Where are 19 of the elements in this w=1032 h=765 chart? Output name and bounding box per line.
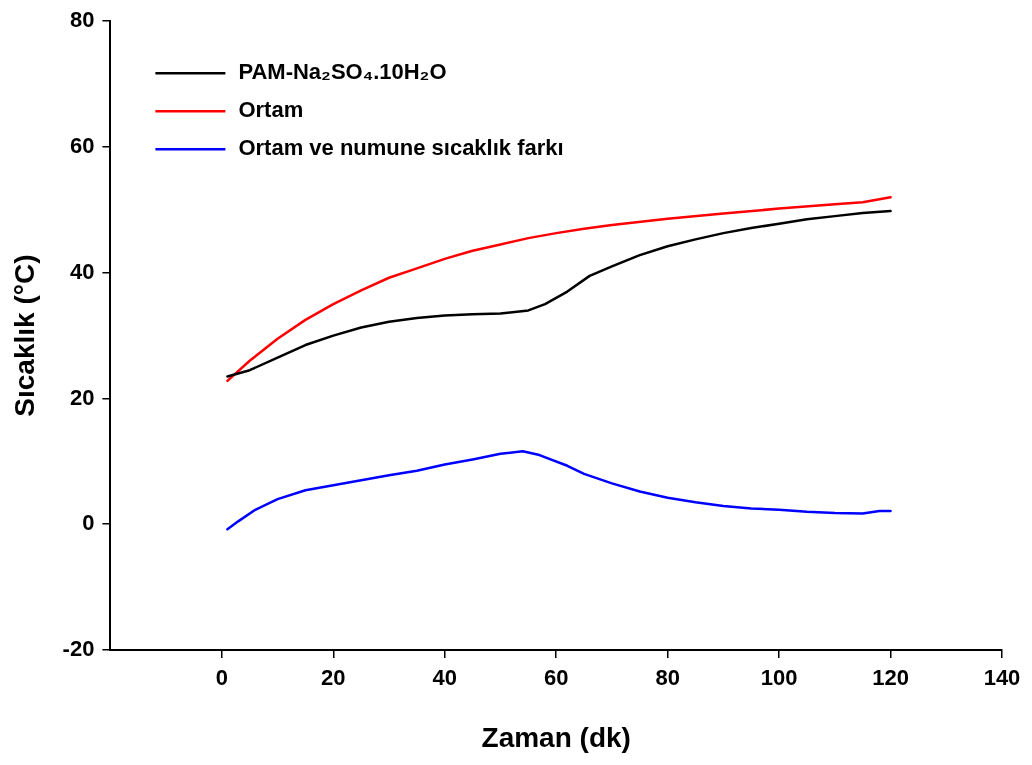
y-axis-title: Sıcaklık (°C) bbox=[8, 254, 40, 417]
y-tick-label: 40 bbox=[69, 258, 95, 284]
x-tick-label: 40 bbox=[432, 665, 457, 691]
legend-label: Ortam ve numune sıcaklık farkı bbox=[238, 135, 564, 161]
x-tick-label: 20 bbox=[321, 665, 346, 691]
legend-label: PAM-Na₂SO₄.10H₂O bbox=[238, 59, 447, 85]
y-tick-label: 80 bbox=[69, 7, 95, 33]
y-tick-label: 20 bbox=[69, 384, 95, 410]
x-axis-title: Zaman (dk) bbox=[481, 721, 631, 753]
x-tick-label: 0 bbox=[215, 665, 228, 691]
x-tick-label: 80 bbox=[655, 665, 680, 691]
x-tick-label: 140 bbox=[983, 665, 1021, 691]
y-tick-label: 60 bbox=[69, 133, 95, 159]
legend-label: Ortam bbox=[238, 97, 304, 123]
y-tick-label: -20 bbox=[62, 636, 95, 662]
x-tick-label: 100 bbox=[760, 665, 798, 691]
x-tick-label: 60 bbox=[543, 665, 569, 691]
x-tick-label: 120 bbox=[872, 665, 909, 691]
y-tick-label: 0 bbox=[82, 510, 95, 536]
